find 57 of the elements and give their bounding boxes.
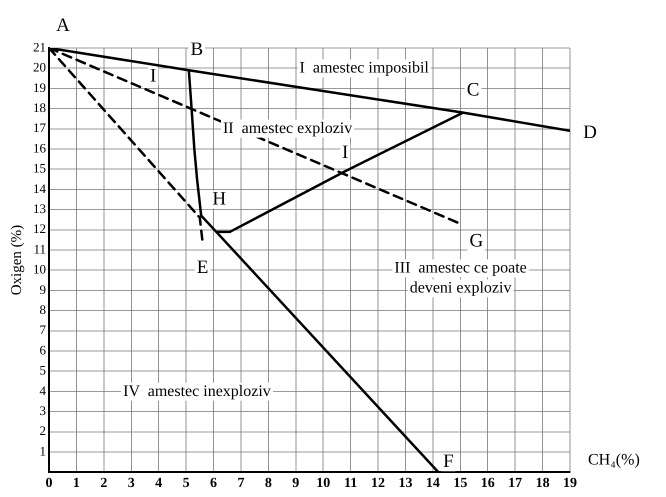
annotation: II amestec exploziv <box>222 120 352 137</box>
x-tick-label: 17 <box>508 476 522 492</box>
y-tick-label: 7 <box>40 322 46 338</box>
annotation: A <box>56 14 70 36</box>
x-axis-title: CH₄(%) <box>588 451 640 468</box>
y-tick-label: 4 <box>40 382 46 398</box>
x-tick-label: 19 <box>563 476 577 492</box>
annotation: IV amestec inexploziv <box>123 382 271 400</box>
x-tick-label: 4 <box>155 476 162 492</box>
x-tick-label: 1 <box>72 476 80 492</box>
x-tick-label: 0 <box>46 476 52 492</box>
y-tick-label: 9 <box>40 282 46 297</box>
y-tick-label: 5 <box>40 362 46 378</box>
y-tick-label: 12 <box>33 221 46 236</box>
annotation: I <box>150 65 156 86</box>
y-tick-label: 11 <box>33 241 46 256</box>
x-tick-label: 16 <box>480 476 495 492</box>
annotation: B <box>190 39 204 60</box>
y-tick-label: 3 <box>40 403 46 418</box>
annotation: D <box>583 122 597 143</box>
y-tick-label: 6 <box>40 342 46 358</box>
y-tick-label: 21 <box>33 39 46 54</box>
y-tick-label: 10 <box>33 262 46 277</box>
x-tick-label: 12 <box>371 476 386 492</box>
y-tick-label: 18 <box>33 100 46 116</box>
x-tick-label: 15 <box>453 476 468 492</box>
annotation: H <box>212 188 226 210</box>
y-tick-label: 17 <box>33 120 46 136</box>
x-tick-label: 7 <box>237 476 244 492</box>
y-tick-label: 15 <box>33 160 46 176</box>
y-tick-label: 20 <box>33 60 46 75</box>
y-tick-label: 19 <box>33 80 46 95</box>
y-tick-label: 16 <box>33 140 46 156</box>
y-tick-label: 13 <box>33 201 46 216</box>
y-tick-label: 14 <box>33 180 46 196</box>
annotation: C <box>466 80 480 101</box>
x-tick-label: 5 <box>182 476 190 492</box>
y-axis-title: Oxigen (%) <box>8 224 25 296</box>
annotation: I amestec imposibil <box>300 60 430 77</box>
annotation: I <box>342 142 348 164</box>
annotation: E <box>196 256 208 278</box>
y-tick-label: 8 <box>40 302 46 318</box>
y-tick-label: 1 <box>40 443 46 458</box>
x-tick-label: 8 <box>264 476 272 492</box>
x-tick-label: 10 <box>316 476 330 492</box>
x-tick-label: 9 <box>292 476 300 492</box>
x-tick-label: 13 <box>398 476 412 492</box>
x-tick-label: 6 <box>210 476 218 492</box>
x-tick-label: 14 <box>426 476 440 492</box>
x-tick-label: 11 <box>344 476 358 492</box>
y-tick-label: 2 <box>40 423 46 438</box>
annotation: F <box>443 451 454 472</box>
annotation: III amestec ce poate deveni exploziv <box>394 260 527 297</box>
annotation: G <box>469 230 484 252</box>
x-tick-label: 3 <box>128 476 135 492</box>
x-tick-label: 18 <box>536 476 550 492</box>
x-tick-label: 2 <box>100 476 108 492</box>
